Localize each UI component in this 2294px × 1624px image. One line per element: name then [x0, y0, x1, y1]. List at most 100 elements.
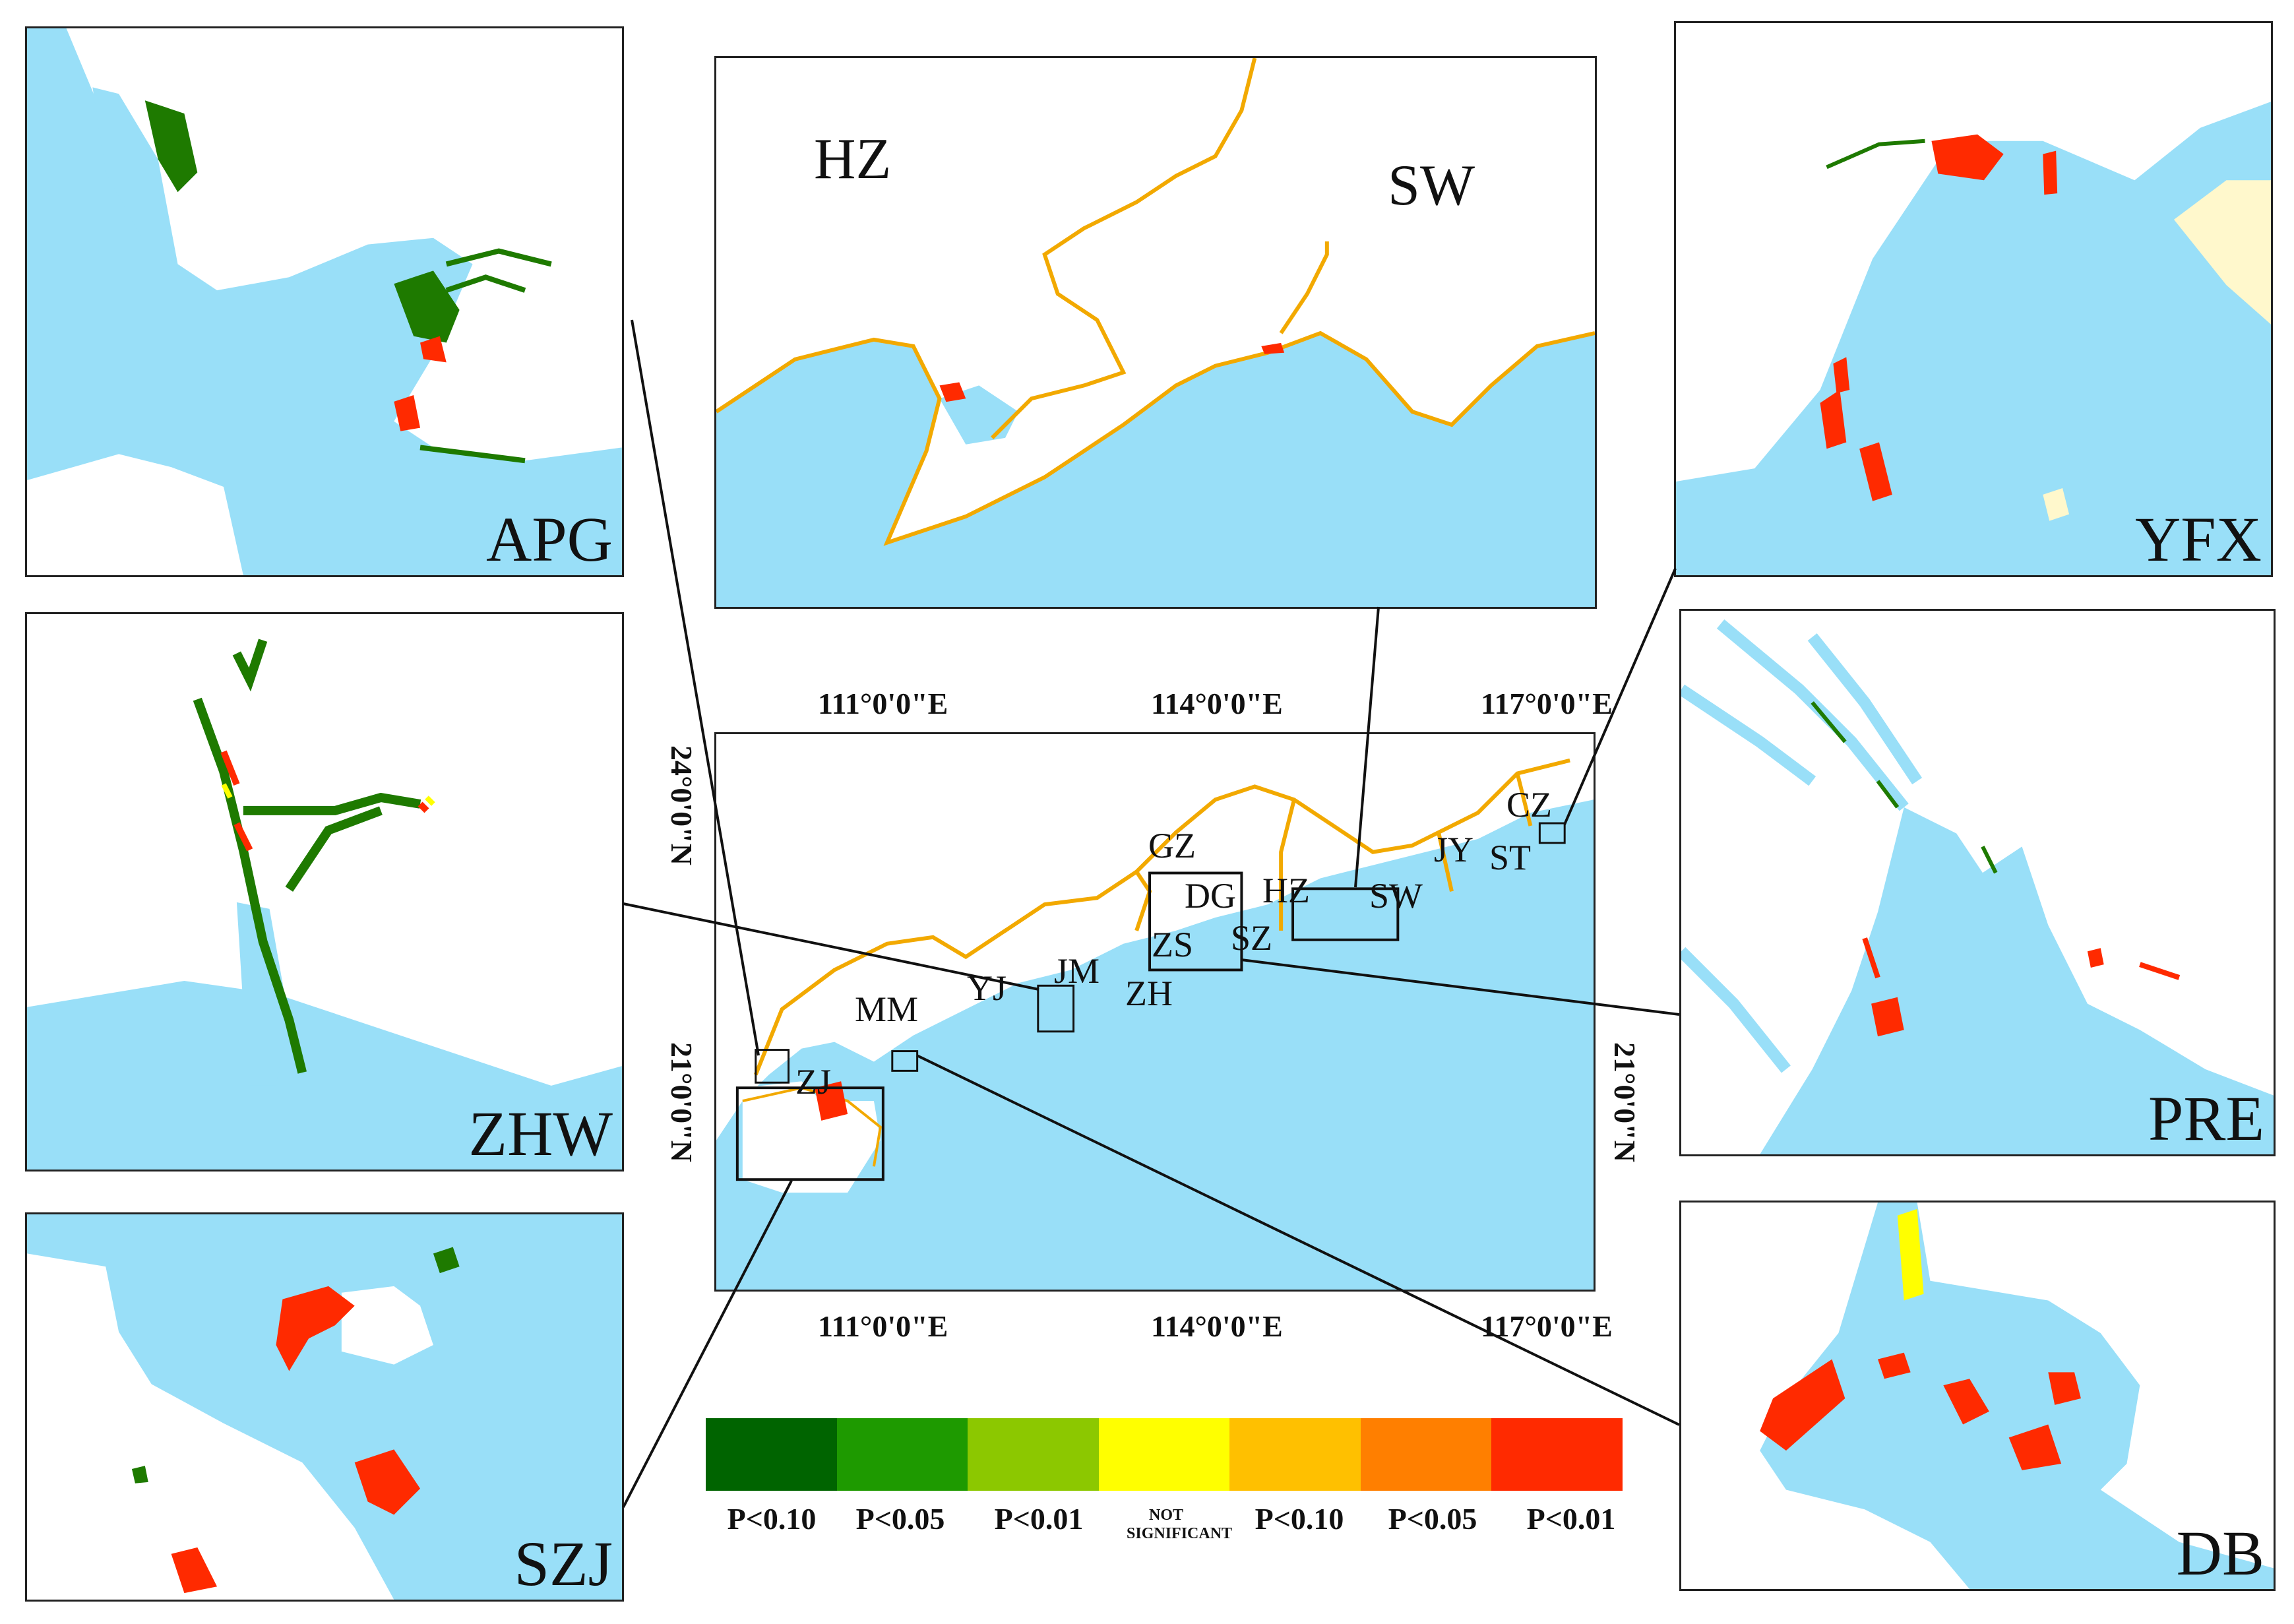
pre-map: [1681, 619, 2274, 1154]
db-red-4: [1943, 1372, 2081, 1425]
city-zs: ZS: [1152, 925, 1194, 964]
pre-water: [1760, 807, 2274, 1154]
panel-apg: APG: [25, 26, 624, 577]
legend-swatch-1: [706, 1418, 837, 1491]
zhw-river-yellow: [221, 783, 435, 806]
hzsw-water: [716, 332, 1595, 607]
box-szj: [735, 1086, 884, 1181]
apg-channel-north: [92, 87, 178, 265]
hzsw-sw-label: SW: [1388, 154, 1475, 218]
city-mm: MM: [855, 989, 919, 1029]
yfx-green-line: [1826, 139, 1925, 170]
city-cz: CZ: [1506, 785, 1553, 825]
yfx-sand-2: [2043, 487, 2070, 521]
legend-label-2: P<0.05: [855, 1502, 945, 1536]
db-red-3: [2008, 1424, 2062, 1470]
lat-left-21: 21°0'0"N: [665, 1042, 698, 1162]
box-hzsw: [1291, 887, 1400, 941]
main-boundary-coast: [742, 1086, 883, 1167]
city-sw: SW: [1369, 876, 1423, 916]
yfx-red-left: [1820, 357, 1892, 501]
db-label: DB: [2176, 1518, 2264, 1588]
lat-right-21: 21°0'0"N: [1608, 1042, 1642, 1162]
zhw-map: [27, 639, 622, 1170]
apg-shore-green: [419, 248, 552, 464]
box-pre: [1148, 871, 1243, 972]
hzsw-map: [716, 58, 1595, 607]
apg-mangrove-red: [420, 336, 447, 363]
hzsw-red-2: [1261, 342, 1285, 354]
legend-swatch-3: [968, 1418, 1099, 1491]
panel-db: DB: [1679, 1201, 2276, 1591]
db-yellow: [1897, 1208, 1924, 1301]
szj-land-island: [341, 1286, 433, 1365]
city-hz: HZ: [1262, 871, 1310, 910]
main-red: [815, 1081, 848, 1121]
zhw-river-red: [220, 750, 429, 852]
lon-bottom-111: 111°0'0"E: [818, 1309, 948, 1343]
legend-label-7: P<0.01: [1526, 1502, 1616, 1536]
lon-bottom-114: 114°0'0"E: [1151, 1309, 1283, 1343]
pre-red: [1871, 948, 2104, 1037]
legend-label-1: P<0.10: [727, 1502, 817, 1536]
legend-swatch-4: [1098, 1418, 1230, 1491]
city-yj: YJ: [967, 968, 1007, 1008]
zhw-river-green: [193, 639, 421, 1074]
db-red-2: [1878, 1352, 1911, 1379]
lat-left-24: 24°0'0"N: [665, 745, 698, 865]
pre-red-lines: [1862, 937, 2181, 980]
legend-swatch-7: [1491, 1418, 1623, 1491]
legend-label-5: P<0.10: [1255, 1502, 1344, 1536]
box-yfx: [1538, 822, 1566, 844]
szj-label: SZJ: [514, 1528, 613, 1599]
zhw-channel-water: [236, 902, 290, 1086]
lon-top-117: 117°0'0"E: [1481, 687, 1613, 720]
lon-bottom-117: 117°0'0"E: [1481, 1309, 1613, 1343]
legend-label-4: NOT SIGNIFICANT: [1127, 1507, 1233, 1542]
hzsw-hz-label: HZ: [814, 127, 892, 191]
pre-green-lines: [1811, 701, 1998, 874]
legend-swatch-6: [1360, 1418, 1492, 1491]
main-map: GZ DG HZ SW JY ST CZ ZS SZ JM ZH YJ MM Z…: [714, 732, 1596, 1292]
apg-map: [27, 28, 622, 575]
hzsw-boundary: [716, 58, 1595, 546]
yfx-sand: [2173, 180, 2271, 325]
yfx-water: [1676, 102, 2271, 575]
lon-top-114: 114°0'0"E: [1151, 687, 1283, 720]
szj-mangrove-red-2: [354, 1449, 421, 1515]
city-jy: JY: [1434, 830, 1474, 869]
db-water: [1760, 1202, 2274, 1589]
box-apg: [755, 1049, 790, 1084]
yfx-red-top: [1931, 134, 2004, 181]
apg-label: APG: [485, 504, 613, 575]
apg-water: [27, 28, 622, 575]
zhw-water: [27, 981, 622, 1170]
pre-label: PRE: [2148, 1083, 2264, 1154]
city-gz: GZ: [1148, 826, 1196, 865]
panel-szj: SZJ: [25, 1212, 624, 1602]
apg-mangrove-red-2: [394, 394, 421, 431]
city-jm: JM: [1054, 951, 1100, 991]
legend-swatch-2: [836, 1418, 968, 1491]
panel-zhw: ZHW: [25, 612, 624, 1171]
szj-mangrove-red-3: [171, 1547, 218, 1594]
zhw-label: ZHW: [468, 1098, 613, 1169]
legend-label-3: P<0.01: [994, 1502, 1084, 1536]
panel-yfx: YFX: [1674, 21, 2273, 577]
legend-swatch-5: [1229, 1418, 1361, 1491]
city-zh: ZH: [1125, 974, 1173, 1013]
szj-map: [27, 1214, 622, 1600]
city-sz: SZ: [1231, 918, 1273, 958]
apg-mangrove-green: [144, 100, 198, 193]
szj-water: [27, 1214, 622, 1600]
yfx-red-right: [2043, 150, 2058, 195]
legend-label-6: P<0.05: [1388, 1502, 1477, 1536]
szj-land-south: [27, 1371, 276, 1600]
hzsw-red-1: [939, 382, 966, 402]
db-map: [1760, 1202, 2274, 1589]
db-red-1: [1760, 1359, 1845, 1451]
box-zhw: [1037, 984, 1075, 1033]
lon-top-111: 111°0'0"E: [818, 687, 948, 720]
city-st: ST: [1489, 838, 1532, 877]
apg-mangrove-green-2: [394, 270, 460, 343]
